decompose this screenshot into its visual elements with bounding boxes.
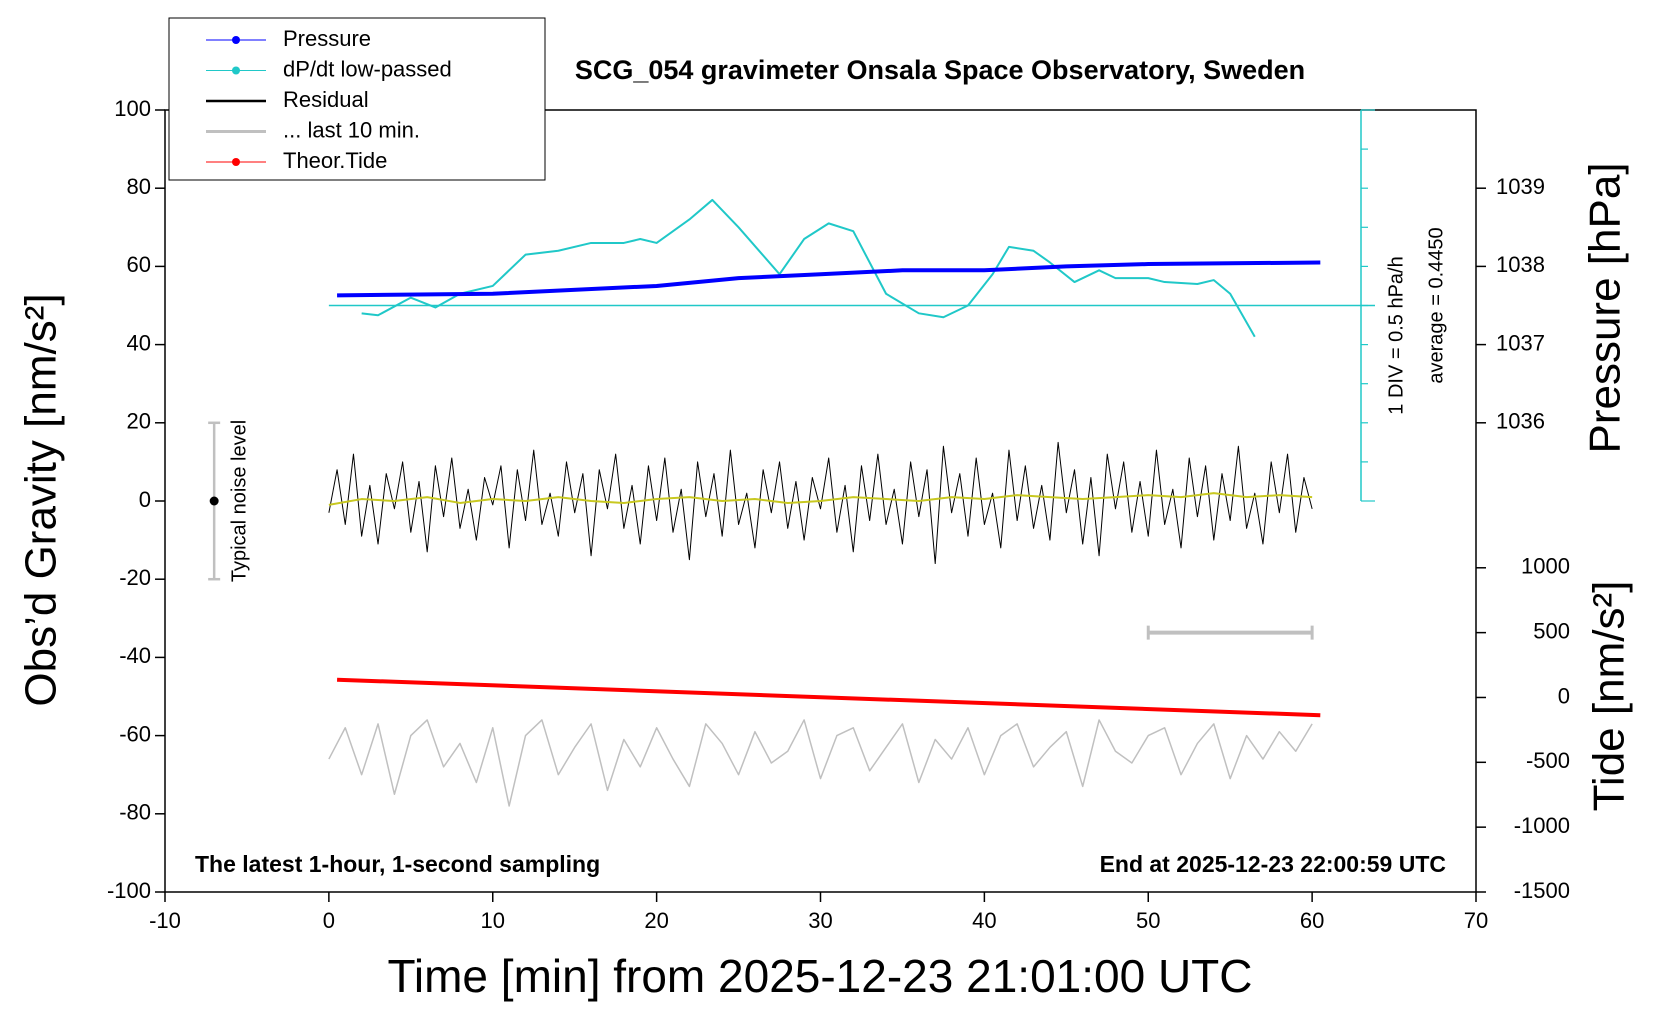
series-line: [328, 441, 1313, 565]
note-right: End at 2025-12-23 22:00:59 UTC: [1100, 851, 1446, 877]
series-line: [328, 492, 1313, 506]
legend: Pressure dP/dt low-passed Residual ... last…: [168, 17, 546, 181]
y-tick-label: 0: [139, 487, 151, 512]
chart-title: SCG_054 gravimeter Onsala Space Observat…: [575, 55, 1305, 85]
legend-dot: [232, 158, 240, 166]
y3-tick-label: -500: [1526, 748, 1570, 773]
legend-dot: [232, 36, 240, 44]
x-axis-label: Time [min] from 2025-12-23 21:01:00 UTC: [388, 950, 1253, 1002]
series-line: [361, 198, 1256, 338]
y2-tick-label: 1037: [1496, 330, 1545, 355]
y-tick-label: 100: [114, 96, 151, 121]
y3-tick-label: 1000: [1521, 554, 1570, 579]
y-tick-label: 40: [127, 330, 151, 355]
x-tick-label: -10: [149, 908, 181, 933]
y3-tick-label: 0: [1558, 683, 1570, 708]
y3-axis-label: Tide [nm/s²]: [1585, 581, 1634, 812]
y3-tick-label: -1500: [1514, 878, 1570, 903]
noise-label: Typical noise level: [228, 420, 250, 582]
y-tick-label: -40: [119, 643, 151, 668]
x-tick-label: 40: [972, 908, 996, 933]
y-tick-label: 20: [127, 409, 151, 434]
legend-label: Pressure: [283, 26, 371, 51]
y3-tick-label: -1000: [1514, 813, 1570, 838]
legend-label: ... last 10 min.: [283, 117, 420, 142]
legend-dot: [232, 66, 240, 75]
x-tick-label: 50: [1136, 908, 1160, 933]
y2-axis-label: Pressure [hPa]: [1581, 162, 1630, 453]
legend-label: Theor.Tide: [283, 148, 387, 173]
x-tick-label: 70: [1464, 908, 1488, 933]
legend-label: dP/dt low-passed: [283, 56, 452, 81]
y2-tick-label: 1036: [1496, 409, 1545, 434]
scale-average-label: average = 0.4450: [1425, 227, 1447, 383]
noise-center: [209, 496, 219, 506]
x-tick-label: 20: [644, 908, 668, 933]
x-tick-label: 10: [481, 908, 505, 933]
series-line: [336, 677, 1321, 718]
y-tick-label: -20: [119, 565, 151, 590]
series-line: [328, 719, 1313, 807]
y-tick-label: -60: [119, 721, 151, 746]
y-tick-label: 60: [127, 252, 151, 277]
y2-tick-label: 1038: [1496, 252, 1545, 277]
x-tick-label: 0: [323, 908, 335, 933]
x-tick-label: 30: [808, 908, 832, 933]
legend-box: [168, 17, 546, 181]
scale-div-label: 1 DIV = 0.5 hPa/h: [1385, 256, 1407, 414]
y2-tick-label: 1039: [1496, 174, 1545, 199]
note-left: The latest 1-hour, 1-second sampling: [195, 851, 600, 877]
y-tick-label: -80: [119, 800, 151, 825]
y3-tick-label: 500: [1533, 618, 1570, 643]
series-line: [337, 260, 1321, 298]
y-tick-label: 80: [127, 174, 151, 199]
y-tick-label: -100: [107, 878, 151, 903]
legend-label: Residual: [283, 87, 369, 112]
x-tick-label: 60: [1300, 908, 1324, 933]
dpdt-scale: 1 DIV = 0.5 hPa/h average = 0.4450: [328, 109, 1447, 502]
y-axis-label: Obs’d Gravity [nm/s²]: [17, 293, 66, 706]
